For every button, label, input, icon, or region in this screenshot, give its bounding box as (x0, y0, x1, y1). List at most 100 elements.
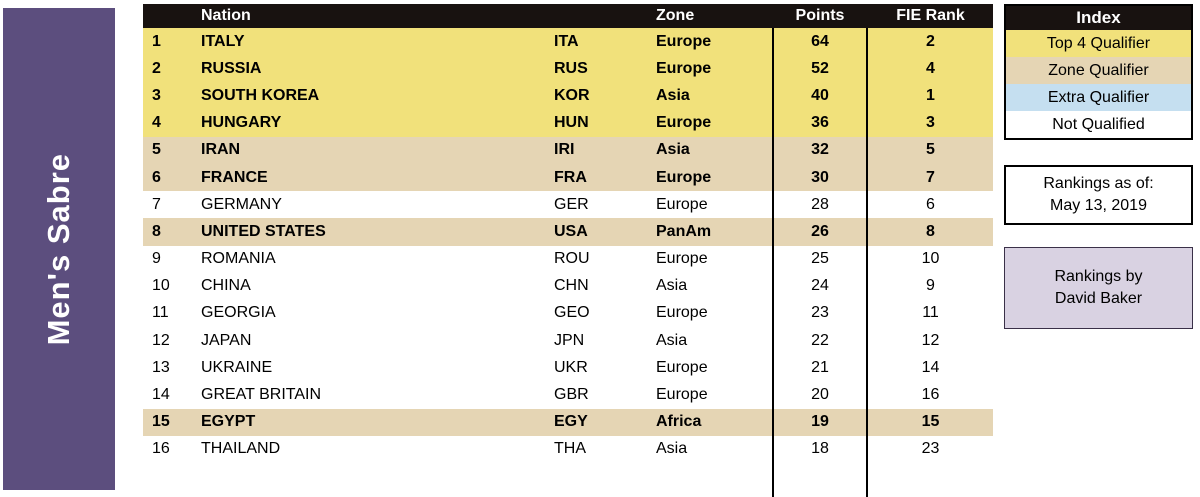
cell-code: IRI (554, 141, 575, 159)
cell-rank: 1 (152, 32, 161, 50)
table-row: 6 FRANCE FRA Europe 30 7 (143, 163, 993, 192)
event-banner: Men's Sabre (3, 8, 115, 490)
cell-rank: 11 (152, 304, 169, 322)
cell-zone: Europe (656, 168, 712, 186)
index-legend-item: Zone Qualifier (1006, 57, 1191, 84)
table-body: 1 ITALY ITA Europe 64 2 2 RUSSIA RUS Europe 52 4 3 SO… (143, 28, 993, 463)
cell-zone: Asia (656, 440, 688, 458)
table-row: 16 THAILAND THA Asia 18 23 (143, 435, 993, 463)
points-column-divider (772, 463, 868, 497)
cell-nation: IRAN (201, 141, 241, 159)
cell-code: JPN (554, 331, 585, 349)
cell-fie: 8 (926, 222, 935, 240)
cell-zone: Asia (656, 331, 688, 349)
cell-nation: ITALY (201, 32, 245, 50)
cell-rank: 16 (152, 440, 170, 458)
cell-code: KOR (554, 86, 590, 104)
table-row: 4 HUNGARY HUN Europe 36 3 (143, 109, 993, 137)
cell-zone: Europe (656, 250, 708, 268)
cell-code: GBR (554, 386, 589, 404)
cell-rank: 6 (152, 168, 161, 186)
index-legend: Index Top 4 Qualifier Zone Qualifier Extra… (1004, 4, 1193, 140)
cell-points: 30 (772, 163, 868, 192)
cell-fie: 15 (921, 413, 940, 431)
cell-rank: 12 (152, 331, 170, 349)
cell-fie: 2 (926, 32, 935, 50)
cell-nation: CHINA (201, 277, 251, 295)
cell-points: 24 (772, 272, 868, 300)
cell-nation: GREAT BRITAIN (201, 386, 322, 404)
table-row: 5 IRAN IRI Asia 32 5 (143, 136, 993, 164)
cell-fie: 1 (926, 86, 935, 104)
cell-nation: UNITED STATES (201, 222, 326, 240)
index-legend-title: Index (1006, 6, 1191, 30)
cell-code: THA (554, 440, 586, 458)
cell-zone: Europe (656, 114, 712, 132)
cell-points: 19 (772, 408, 868, 436)
cell-code: EGY (554, 413, 588, 431)
index-legend-item: Top 4 Qualifier (1006, 30, 1191, 57)
table-row: 12 JAPAN JPN Asia 22 12 (143, 327, 993, 355)
header-zone: Zone (656, 7, 695, 24)
cell-code: HUN (554, 114, 589, 132)
cell-rank: 15 (152, 413, 170, 431)
cell-nation: UKRAINE (201, 358, 273, 376)
cell-zone: Europe (656, 59, 712, 77)
cell-points: 36 (772, 109, 868, 137)
cell-fie: 14 (921, 358, 940, 376)
rankings-as-of-label: Rankings as of: (1043, 175, 1154, 193)
cell-fie: 3 (926, 114, 935, 132)
cell-nation: GERMANY (201, 195, 282, 213)
cell-nation: ROMANIA (201, 250, 276, 268)
header-code (548, 4, 650, 28)
cell-rank: 4 (152, 114, 161, 132)
header-fie-rank: FIE Rank (896, 7, 965, 24)
index-legend-item: Extra Qualifier (1006, 84, 1191, 111)
cell-code: FRA (554, 168, 587, 186)
cell-rank: 5 (152, 141, 161, 159)
cell-nation: JAPAN (201, 331, 252, 349)
cell-code: GER (554, 195, 589, 213)
cell-points: 64 (772, 28, 868, 56)
rankings-by-label: Rankings by (1054, 268, 1143, 286)
rankings-as-of-date: May 13, 2019 (1050, 197, 1147, 214)
rankings-as-of-box: Rankings as of: May 13, 2019 (1004, 165, 1193, 225)
cell-rank: 2 (152, 59, 161, 77)
table-row: 7 GERMANY GER Europe 28 6 (143, 191, 993, 219)
cell-code: USA (554, 222, 588, 240)
cell-fie: 5 (926, 141, 935, 159)
cell-fie: 9 (926, 277, 935, 295)
table-row: 10 CHINA CHN Asia 24 9 (143, 272, 993, 300)
table-header-row: Nation Zone Points FIE Rank (143, 4, 993, 28)
cell-code: ROU (554, 250, 590, 268)
table-row: 15 EGYPT EGY Africa 19 15 (143, 408, 993, 436)
cell-code: CHN (554, 277, 589, 295)
table-footer-extension (143, 463, 993, 497)
cell-points: 23 (772, 299, 868, 328)
cell-points: 20 (772, 381, 868, 409)
cell-zone: Europe (656, 304, 708, 322)
cell-rank: 9 (152, 250, 161, 268)
cell-fie: 4 (926, 59, 935, 77)
cell-rank: 10 (152, 277, 170, 295)
cell-fie: 6 (926, 195, 935, 213)
cell-points: 25 (772, 245, 868, 273)
cell-points: 21 (772, 354, 868, 382)
cell-zone: Europe (656, 195, 708, 213)
cell-code: ITA (554, 32, 579, 50)
cell-nation: SOUTH KOREA (201, 86, 320, 104)
cell-zone: Asia (656, 277, 688, 295)
cell-nation: EGYPT (201, 413, 256, 431)
table-row: 3 SOUTH KOREA KOR Asia 40 1 (143, 82, 993, 110)
cell-zone: PanAm (656, 222, 712, 240)
cell-zone: Asia (656, 141, 690, 159)
cell-fie: 11 (922, 304, 939, 322)
cell-code: RUS (554, 59, 588, 77)
cell-fie: 23 (921, 440, 940, 458)
cell-fie: 7 (926, 168, 935, 186)
cell-rank: 7 (152, 195, 161, 213)
cell-nation: RUSSIA (201, 59, 262, 77)
cell-fie: 12 (921, 331, 940, 349)
rankings-table: Nation Zone Points FIE Rank 1 ITALY ITA Eur… (143, 4, 993, 497)
